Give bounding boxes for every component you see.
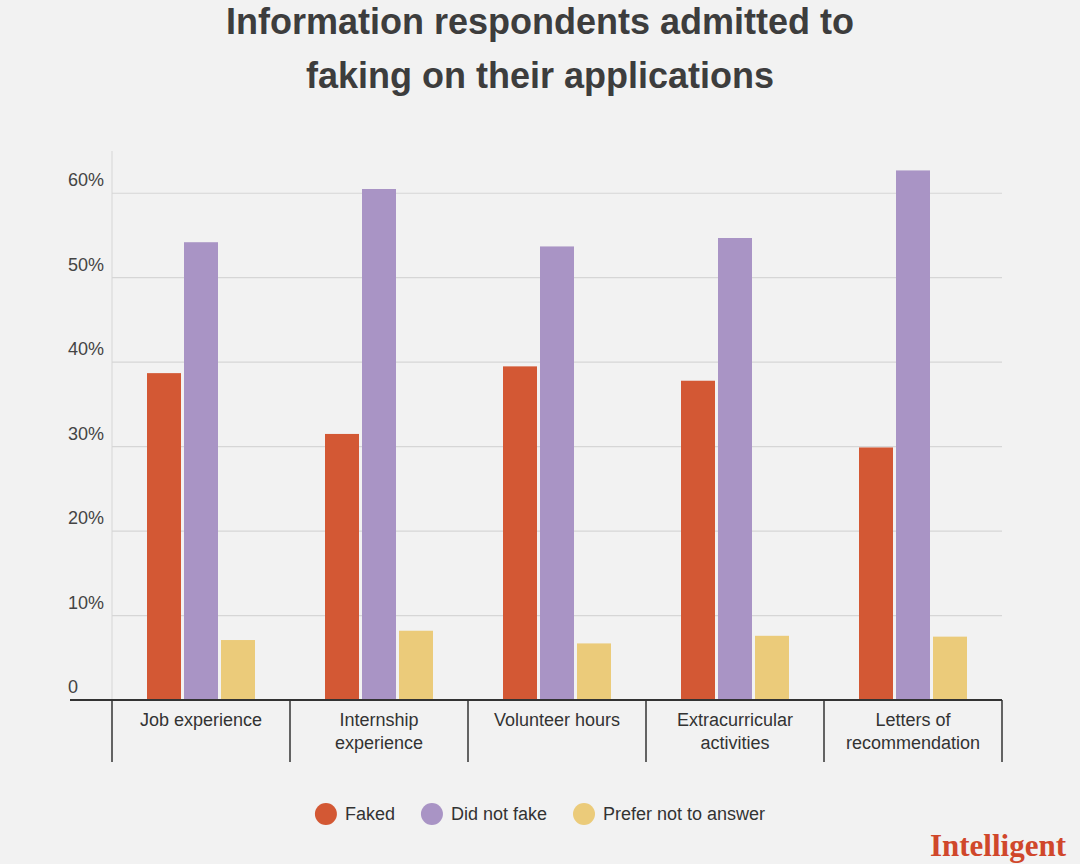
bars — [147, 170, 967, 700]
x-tick-label: Letters of recommendation — [846, 710, 980, 753]
x-tick-label-line: Extracurricular — [677, 710, 793, 730]
legend-swatch — [573, 803, 595, 825]
title: Information respondents admitted to fakin… — [226, 1, 854, 96]
x-tick-label: Internship experience — [335, 710, 423, 753]
x-tick-label: Job experience — [140, 710, 262, 730]
bar — [896, 170, 930, 700]
bar — [221, 640, 255, 700]
bar — [681, 381, 715, 700]
legend-label: Did not fake — [451, 804, 547, 824]
x-tick-label: Volunteer hours — [494, 710, 620, 730]
bar — [184, 242, 218, 700]
x-tick-label-line: Letters of — [875, 710, 951, 730]
x-tick-label-line: Job experience — [140, 710, 262, 730]
bar — [577, 643, 611, 700]
bar — [325, 434, 359, 700]
legend-label: Faked — [345, 804, 395, 824]
bar — [399, 631, 433, 700]
category-separator — [823, 700, 825, 762]
y-tick-label: 10% — [68, 593, 104, 613]
bar — [147, 373, 181, 700]
category-separator — [1001, 700, 1003, 762]
legend: Faked Did not fake Prefer not to answer — [315, 803, 765, 825]
category-separator — [467, 700, 469, 762]
legend-swatch — [421, 803, 443, 825]
brand: Intelligent — [930, 828, 1067, 863]
x-tick-label-line: Volunteer hours — [494, 710, 620, 730]
bar — [755, 636, 789, 700]
grid-line — [112, 193, 1002, 194]
y-tick-label: 0 — [68, 677, 78, 697]
bar — [859, 447, 893, 700]
category-separator — [645, 700, 647, 762]
legend-swatch — [315, 803, 337, 825]
x-tick-label-line: experience — [335, 733, 423, 753]
x-tick-label-line: recommendation — [846, 733, 980, 753]
background — [0, 0, 1080, 864]
y-tick-label: 40% — [68, 339, 104, 359]
title-line: Information respondents admitted to — [226, 1, 854, 42]
x-axis-line — [70, 699, 1002, 701]
y-tick-label: 20% — [68, 508, 104, 528]
category-separator — [111, 700, 113, 762]
bar — [933, 637, 967, 700]
category-separator — [289, 700, 291, 762]
legend-label: Prefer not to answer — [603, 804, 765, 824]
chart: Information respondents admitted to fakin… — [0, 0, 1080, 864]
y-tick-label: 60% — [68, 170, 104, 190]
x-tick-label-line: activities — [700, 733, 769, 753]
y-tick-label: 50% — [68, 255, 104, 275]
y-tick-label: 30% — [68, 424, 104, 444]
title-line: faking on their applications — [306, 55, 774, 96]
y-axis-line — [112, 151, 113, 700]
bar — [540, 246, 574, 700]
bar — [718, 238, 752, 700]
bar — [503, 366, 537, 700]
x-tick-label: Extracurricular activities — [677, 710, 793, 753]
x-tick-label-line: Internship — [339, 710, 418, 730]
bar — [362, 189, 396, 700]
